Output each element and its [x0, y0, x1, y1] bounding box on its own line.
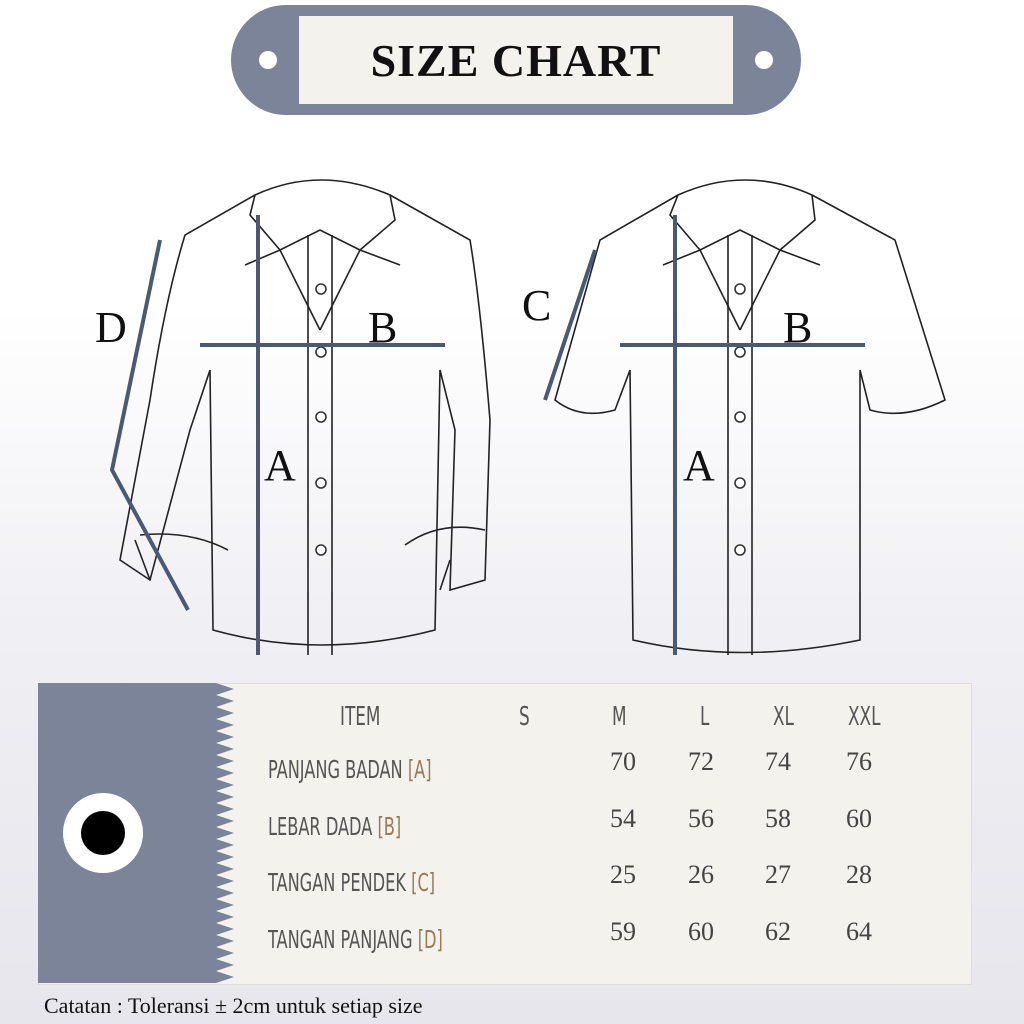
label-d: D	[95, 303, 127, 352]
item-name: TANGAN PANJANG	[268, 925, 413, 954]
table-cell: 58	[765, 804, 791, 833]
title-label: SIZE CHART	[299, 16, 733, 104]
label-b-long: B	[368, 303, 398, 352]
label-a-short: A	[683, 441, 715, 490]
shirt-diagrams	[109, 179, 946, 655]
header-l: L	[700, 702, 710, 732]
table-cell: 64	[846, 917, 872, 946]
table-row-label: PANJANG BADAN [A]	[268, 755, 432, 784]
table-row-label: LEBAR DADA [B]	[268, 812, 401, 841]
table-cell: 60	[688, 917, 714, 946]
table-cell: 59	[610, 917, 636, 946]
table-cell: 74	[765, 747, 791, 776]
item-code: [A]	[407, 755, 432, 784]
header-item: ITEM	[340, 702, 381, 732]
page-title: SIZE CHART	[370, 34, 662, 86]
table-cell: 28	[846, 860, 872, 889]
table-cell: 54	[610, 804, 636, 833]
tag-hole-right	[755, 51, 773, 69]
header-m: M	[612, 702, 627, 732]
label-c: C	[522, 281, 552, 330]
label-a-long: A	[264, 441, 296, 490]
note: Catatan : Toleransi ± 2cm untuk setiap s…	[44, 993, 423, 1018]
header-xxl: XXL	[848, 702, 881, 732]
tag-hole	[63, 793, 143, 873]
measure-lines	[109, 215, 865, 655]
table-row-label: TANGAN PENDEK [C]	[268, 868, 435, 897]
table-cell: 72	[688, 747, 714, 776]
table-cell: 76	[846, 747, 872, 776]
header-xl: XL	[773, 702, 794, 732]
table-cell: 62	[765, 917, 791, 946]
zigzag-edge	[216, 683, 234, 983]
short-sleeve-shirt	[554, 179, 946, 655]
item-name: PANJANG BADAN	[268, 755, 403, 784]
header-s: S	[519, 702, 530, 732]
table-row-label: TANGAN PANJANG [D]	[268, 925, 443, 954]
table-cell: 25	[610, 860, 636, 889]
tag-hole-left	[259, 51, 277, 69]
table-cell: 56	[688, 804, 714, 833]
table-cell: 70	[610, 747, 636, 776]
table-cell: 60	[846, 804, 872, 833]
item-code: [B]	[377, 812, 402, 841]
table-cell: 27	[765, 860, 791, 889]
item-name: LEBAR DADA	[268, 812, 373, 841]
item-code: [D]	[417, 925, 443, 954]
title-tag: SIZE CHART	[231, 5, 801, 115]
item-code: [C]	[411, 868, 436, 897]
item-name: TANGAN PENDEK	[268, 868, 406, 897]
label-b-short: B	[783, 303, 813, 352]
table-cell: 26	[688, 860, 714, 889]
